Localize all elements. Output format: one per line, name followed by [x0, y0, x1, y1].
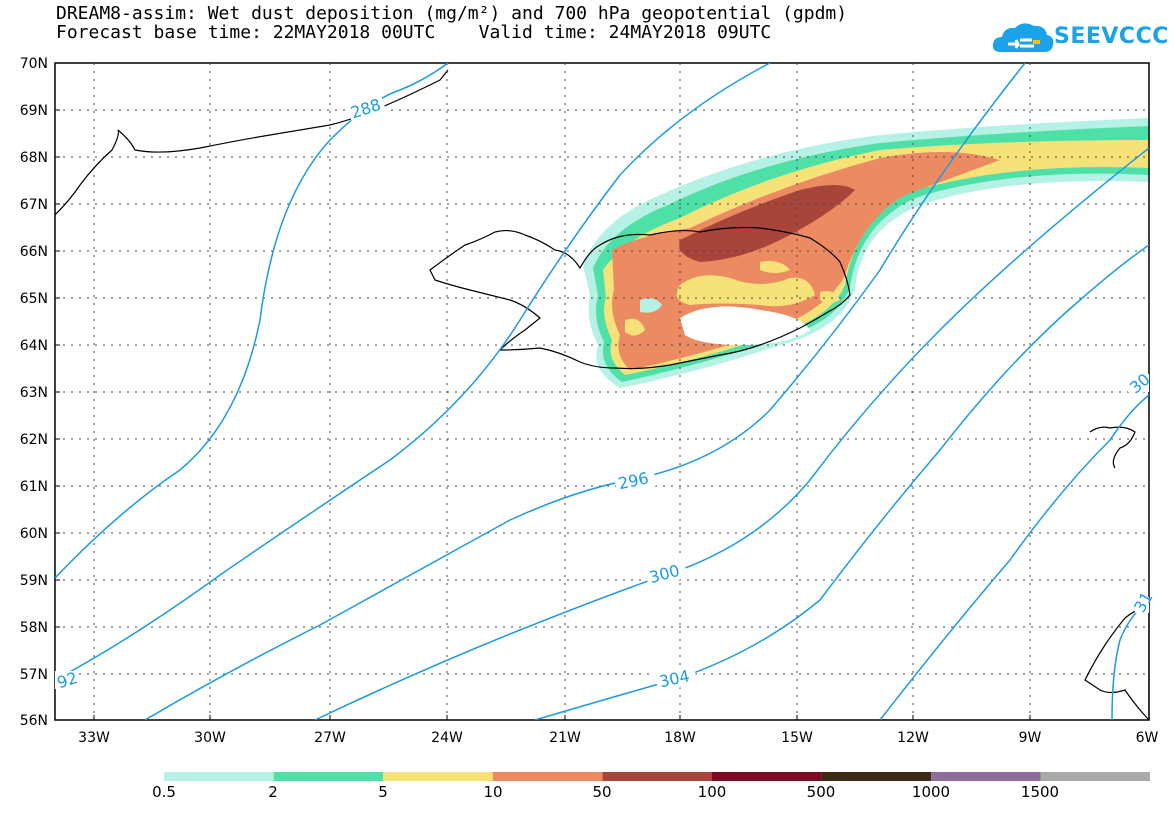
- contour-label-304: 304: [658, 666, 692, 691]
- faroe-coast: [1089, 426, 1136, 469]
- contour-label-288: 288: [348, 95, 383, 123]
- lat-label-68n: 68N: [19, 150, 48, 166]
- lon-label-6w: 6W: [1135, 730, 1159, 746]
- legend-label-0-5: 0.5: [152, 783, 176, 801]
- title-line-1: DREAM8-assim: Wet dust deposition (mg/m²…: [56, 3, 848, 24]
- lon-label-33w: 33W: [78, 730, 110, 746]
- grid-lines: [55, 63, 1149, 720]
- legend-swatch-3: [492, 772, 603, 781]
- lat-label-69n: 69N: [19, 103, 48, 119]
- legend-label-2: 2: [268, 783, 278, 801]
- contour-300: [314, 147, 1149, 720]
- lon-label-15w: 15W: [781, 730, 813, 746]
- lat-label-66n: 66N: [19, 244, 48, 260]
- lat-label-59n: 59N: [19, 573, 48, 589]
- title-line-2: Forecast base time: 22MAY2018 00UTC Vali…: [56, 22, 772, 43]
- legend-swatch-4: [602, 772, 712, 781]
- legend-swatch-2: [383, 772, 493, 781]
- contour-312: [1111, 599, 1149, 720]
- contour-292: [55, 63, 771, 681]
- legend-label-10: 10: [483, 783, 503, 801]
- legend-swatch-0: [164, 772, 274, 781]
- legend-swatch-5: [712, 772, 822, 781]
- tick-marks: [55, 109, 1031, 720]
- contour-288: [55, 63, 449, 579]
- dust-level-50: [679, 185, 855, 262]
- lat-label-57n: 57N: [19, 667, 48, 683]
- legend-colorbar: [164, 772, 1150, 781]
- contour-308: [879, 394, 1149, 720]
- lat-label-67n: 67N: [19, 197, 48, 213]
- lon-label-12w: 12W: [897, 730, 929, 746]
- lon-label-18w: 18W: [664, 730, 696, 746]
- legend-label-1000: 1000: [911, 783, 951, 801]
- lat-label-62n: 62N: [19, 432, 48, 448]
- lon-label-21w: 21W: [549, 730, 581, 746]
- legend-swatch-6: [821, 772, 932, 781]
- lon-label-30w: 30W: [194, 730, 226, 746]
- lon-label-27w: 27W: [314, 730, 346, 746]
- lon-label-9w: 9W: [1018, 730, 1042, 746]
- lat-label-56n: 56N: [19, 713, 48, 729]
- lat-label-64n: 64N: [19, 338, 48, 354]
- legend-swatch-8: [1040, 772, 1150, 781]
- lat-label-60n: 60N: [19, 526, 48, 542]
- legend-label-5: 5: [378, 783, 388, 801]
- cloud-logo-icon: [992, 23, 1054, 52]
- greenland-coast: [55, 69, 449, 216]
- legend-swatch-1: [273, 772, 384, 781]
- contour-labels: 288 296 300 304 92 30 31: [55, 92, 1157, 692]
- lon-label-24w: 24W: [431, 730, 463, 746]
- lat-label-58n: 58N: [19, 620, 48, 636]
- legend-label-500: 500: [806, 783, 836, 801]
- contour-label-296: 296: [617, 468, 651, 493]
- dust-deposition-field: [583, 118, 1149, 388]
- legend-swatch-7: [931, 772, 1041, 781]
- legend-label-100: 100: [697, 783, 727, 801]
- lat-label-70n: 70N: [19, 56, 48, 72]
- lat-label-61n: 61N: [19, 479, 48, 495]
- scotland-coast: [1084, 604, 1149, 720]
- logo-text: SEEVCCC: [1054, 24, 1169, 49]
- legend-label-1500: 1500: [1020, 783, 1060, 801]
- legend-label-50: 50: [592, 783, 612, 801]
- lat-label-63n: 63N: [19, 385, 48, 401]
- contour-label-300: 300: [647, 561, 681, 587]
- lat-label-65n: 65N: [19, 291, 48, 307]
